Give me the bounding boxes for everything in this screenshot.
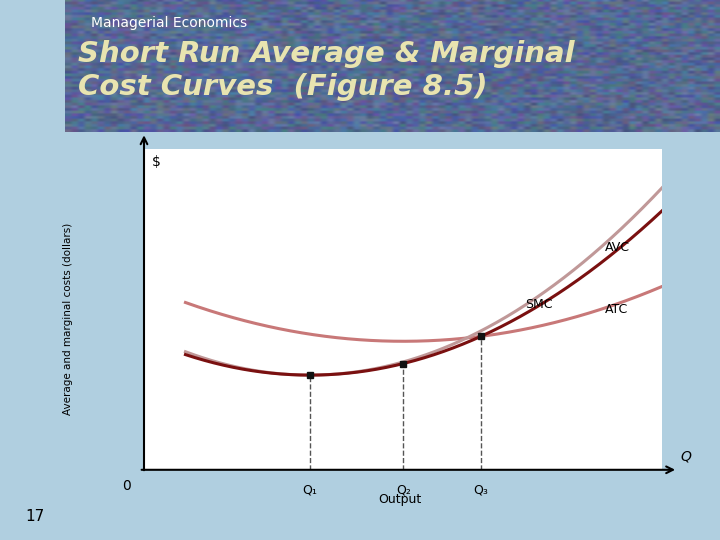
Text: 0: 0 (122, 480, 131, 494)
Text: AVC: AVC (606, 241, 631, 254)
Text: Short Run Average & Marginal
Cost Curves  (Figure 8.5): Short Run Average & Marginal Cost Curves… (78, 40, 575, 101)
Text: Managerial Economics: Managerial Economics (91, 16, 247, 30)
Text: Output: Output (378, 493, 421, 506)
Text: Q₁: Q₁ (302, 483, 318, 496)
Text: Q₂: Q₂ (396, 483, 410, 496)
Text: ATC: ATC (606, 303, 629, 316)
Text: SMC: SMC (525, 299, 552, 312)
Text: Average and marginal costs (dollars): Average and marginal costs (dollars) (63, 222, 73, 415)
Text: $: $ (152, 155, 161, 169)
Text: Q₃: Q₃ (474, 483, 488, 496)
Text: Q: Q (680, 449, 691, 463)
Text: 17: 17 (25, 509, 45, 524)
